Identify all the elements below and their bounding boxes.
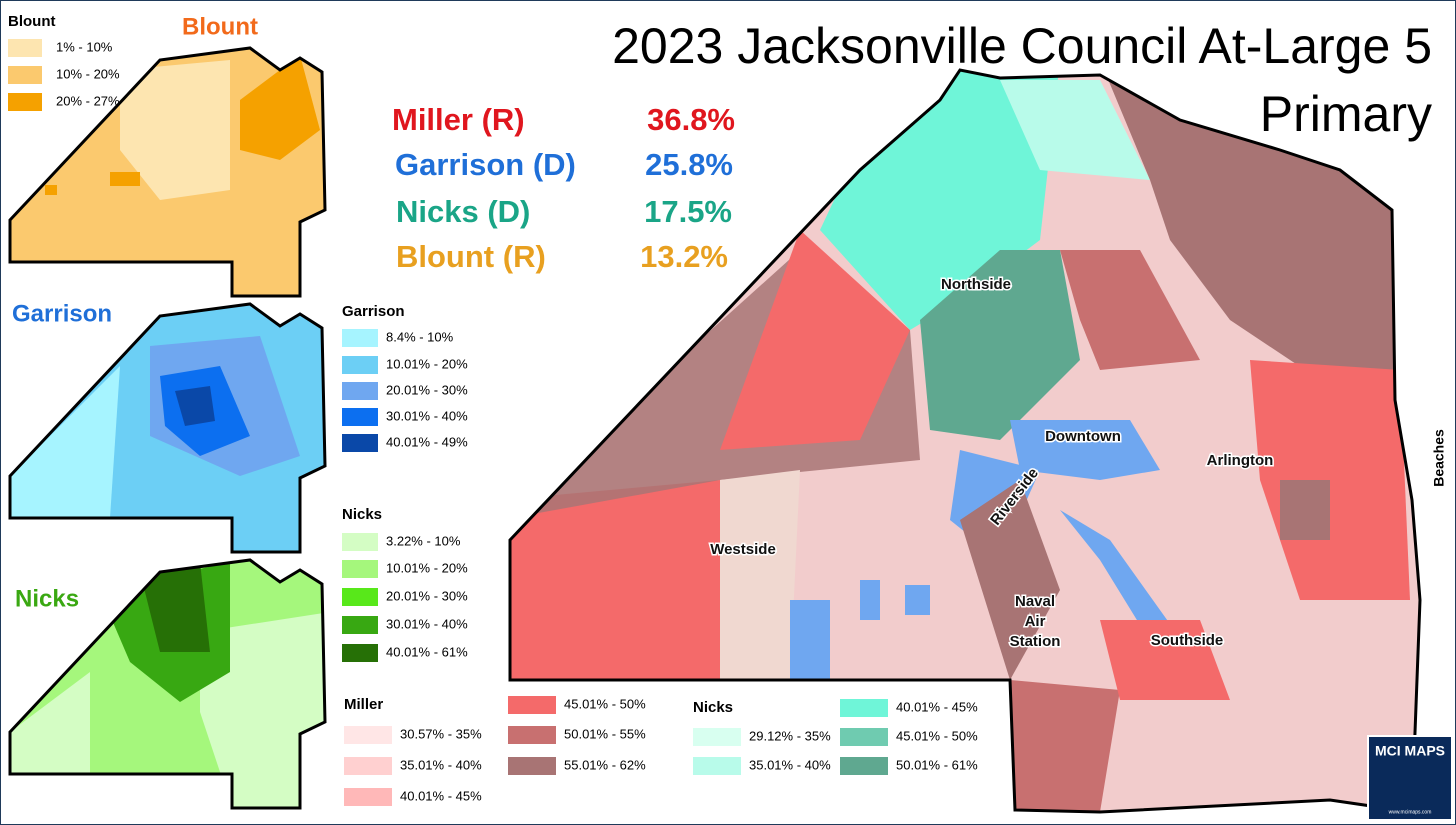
legend-label: 30.57% - 35% bbox=[400, 726, 482, 741]
place-label: Southside bbox=[1151, 632, 1224, 649]
legend-swatch bbox=[342, 408, 378, 426]
title: 2023 Jacksonville Council At-Large 5 bbox=[612, 18, 1432, 74]
place-label: Air bbox=[1025, 613, 1046, 630]
legend-label: 40.01% - 49% bbox=[386, 434, 468, 449]
legend-label: 8.4% - 10% bbox=[386, 329, 454, 344]
legend-swatch bbox=[342, 356, 378, 374]
legend-label: 20.01% - 30% bbox=[386, 382, 468, 397]
legend-swatch bbox=[693, 757, 741, 775]
legend-label: 1% - 10% bbox=[56, 39, 113, 54]
legend-label: 3.22% - 10% bbox=[386, 533, 461, 548]
place-label: Naval bbox=[1015, 593, 1055, 610]
legend-title: Miller bbox=[344, 696, 383, 713]
legend-label: 30.01% - 40% bbox=[386, 408, 468, 423]
legend-swatch bbox=[693, 728, 741, 746]
legend-label: 29.12% - 35% bbox=[749, 728, 831, 743]
legend-swatch bbox=[342, 533, 378, 551]
candidate-name: Blount (R) bbox=[396, 239, 546, 274]
legend-swatch bbox=[8, 93, 42, 111]
legend-swatch bbox=[344, 726, 392, 744]
candidate-name: Miller (R) bbox=[392, 102, 525, 137]
legend-swatch bbox=[840, 728, 888, 746]
legend-swatch bbox=[342, 382, 378, 400]
legend-swatch bbox=[344, 788, 392, 806]
legend-title: Blount bbox=[8, 13, 55, 30]
legend-swatch bbox=[342, 329, 378, 347]
legend-title: Garrison bbox=[342, 303, 405, 320]
legend-swatch bbox=[508, 696, 556, 714]
inset-label: Blount bbox=[182, 13, 258, 40]
legend-swatch bbox=[342, 434, 378, 452]
place-label: Arlington bbox=[1207, 452, 1274, 469]
legend-label: 45.01% - 50% bbox=[896, 728, 978, 743]
place-label: Beaches bbox=[1431, 429, 1447, 487]
legend-swatch bbox=[508, 726, 556, 744]
candidate-pct: 36.8% bbox=[647, 102, 735, 137]
place-label: Station bbox=[1010, 633, 1061, 650]
candidate-name: Nicks (D) bbox=[396, 194, 530, 229]
legend-swatch bbox=[840, 699, 888, 717]
place-label: Westside bbox=[710, 541, 776, 558]
legend-swatch bbox=[342, 616, 378, 634]
legend-title: Nicks bbox=[693, 699, 733, 716]
logo-name: MCI MAPS bbox=[1375, 743, 1445, 759]
legend-swatch bbox=[342, 588, 378, 606]
legend-swatch bbox=[8, 39, 42, 57]
legend-label: 10.01% - 20% bbox=[386, 560, 468, 575]
legend-swatch bbox=[342, 644, 378, 662]
legend-swatch bbox=[342, 560, 378, 578]
inset-label: Garrison bbox=[12, 300, 112, 327]
legend-label: 40.01% - 61% bbox=[386, 644, 468, 659]
legend-label: 35.01% - 40% bbox=[400, 757, 482, 772]
legend-label: 35.01% - 40% bbox=[749, 757, 831, 772]
place-label: Northside bbox=[941, 276, 1011, 293]
inset-label: Nicks bbox=[15, 585, 79, 612]
legend-label: 30.01% - 40% bbox=[386, 616, 468, 631]
legend-label: 20.01% - 30% bbox=[386, 588, 468, 603]
legend-label: 10% - 20% bbox=[56, 66, 120, 81]
logo-url: www.mcimaps.com bbox=[1389, 809, 1432, 815]
legend-label: 20% - 27% bbox=[56, 93, 120, 108]
legend-swatch bbox=[840, 757, 888, 775]
legend-swatch bbox=[344, 757, 392, 775]
legend-swatch bbox=[508, 757, 556, 775]
candidate-pct: 13.2% bbox=[640, 239, 728, 274]
place-label: Downtown bbox=[1045, 428, 1121, 445]
logo: MCI MAPS www.mcimaps.com bbox=[1367, 735, 1453, 821]
legend-label: 40.01% - 45% bbox=[400, 788, 482, 803]
legend-label: 10.01% - 20% bbox=[386, 356, 468, 371]
candidate-pct: 17.5% bbox=[644, 194, 732, 229]
legend-title: Nicks bbox=[342, 506, 382, 523]
legend-label: 50.01% - 55% bbox=[564, 726, 646, 741]
legend-label: 45.01% - 50% bbox=[564, 696, 646, 711]
inset-nicks bbox=[8, 558, 327, 810]
title: Primary bbox=[1260, 86, 1432, 142]
candidate-pct: 25.8% bbox=[645, 147, 733, 182]
legend-label: 40.01% - 45% bbox=[896, 699, 978, 714]
legend-swatch bbox=[8, 66, 42, 84]
legend-label: 55.01% - 62% bbox=[564, 757, 646, 772]
legend-label: 50.01% - 61% bbox=[896, 757, 978, 772]
candidate-name: Garrison (D) bbox=[395, 147, 576, 182]
results: Miller (R) 36.8% Garrison (D) 25.8% Nick… bbox=[392, 102, 735, 274]
